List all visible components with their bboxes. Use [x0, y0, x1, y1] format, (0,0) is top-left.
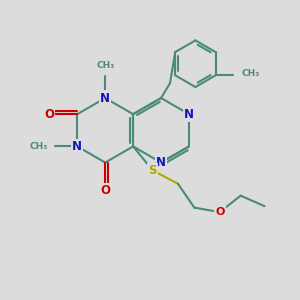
Text: N: N [156, 156, 166, 169]
Text: CH₃: CH₃ [242, 69, 260, 78]
Text: S: S [148, 164, 157, 177]
Text: CH₃: CH₃ [96, 61, 114, 70]
Text: N: N [184, 108, 194, 121]
Text: N: N [100, 92, 110, 104]
Text: O: O [44, 108, 54, 121]
Text: N: N [72, 140, 82, 153]
Text: O: O [100, 184, 110, 197]
Text: CH₃: CH₃ [29, 142, 47, 151]
Text: O: O [215, 207, 224, 217]
